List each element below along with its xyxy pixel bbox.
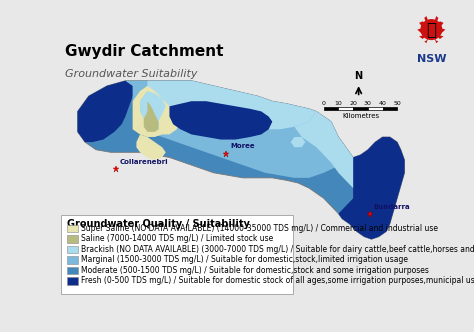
Polygon shape bbox=[431, 28, 446, 33]
Polygon shape bbox=[424, 16, 431, 30]
Bar bbox=[353, 107, 368, 110]
Text: 30: 30 bbox=[364, 101, 372, 106]
Text: Collarenebri: Collarenebri bbox=[120, 159, 168, 165]
Text: 0: 0 bbox=[322, 101, 326, 106]
Polygon shape bbox=[338, 137, 405, 239]
Polygon shape bbox=[417, 28, 431, 33]
Text: 20: 20 bbox=[349, 101, 357, 106]
Polygon shape bbox=[431, 30, 438, 43]
Text: Groundwater Quality / Suitability: Groundwater Quality / Suitability bbox=[67, 219, 250, 229]
Polygon shape bbox=[419, 30, 431, 39]
Text: Fresh (0-500 TDS mg/L) / Suitable for domestic stock of all ages,some irrigation: Fresh (0-500 TDS mg/L) / Suitable for do… bbox=[82, 276, 474, 285]
Text: 40: 40 bbox=[379, 101, 386, 106]
Polygon shape bbox=[431, 30, 444, 39]
Bar bbox=[67, 256, 78, 264]
Text: 🌸: 🌸 bbox=[426, 21, 437, 39]
Bar bbox=[67, 246, 78, 253]
Polygon shape bbox=[78, 81, 405, 239]
Polygon shape bbox=[294, 112, 353, 188]
Text: Saline (7000-14000 TDS mg/L) / Limited stock use: Saline (7000-14000 TDS mg/L) / Limited s… bbox=[82, 234, 273, 243]
Text: 10: 10 bbox=[335, 101, 342, 106]
Polygon shape bbox=[144, 101, 158, 132]
Bar bbox=[67, 267, 78, 274]
Polygon shape bbox=[140, 81, 316, 129]
Text: Gwydir Catchment: Gwydir Catchment bbox=[65, 44, 223, 59]
Text: Super Saline (NO DATA AVAILABLE) (14000-35000 TDS mg/L) / Commercial and industr: Super Saline (NO DATA AVAILABLE) (14000-… bbox=[82, 224, 438, 233]
FancyBboxPatch shape bbox=[61, 215, 292, 294]
Polygon shape bbox=[169, 101, 272, 139]
Polygon shape bbox=[78, 81, 133, 142]
Text: Bundarra: Bundarra bbox=[374, 204, 410, 209]
Text: Moree: Moree bbox=[230, 143, 255, 149]
Text: NSW: NSW bbox=[417, 54, 446, 64]
Text: Moderate (500-1500 TDS mg/L) / Suitable for domestic,stock and some irrigation p: Moderate (500-1500 TDS mg/L) / Suitable … bbox=[82, 266, 429, 275]
Polygon shape bbox=[419, 21, 431, 30]
Bar bbox=[338, 107, 353, 110]
Bar bbox=[67, 235, 78, 243]
Text: Brackish (NO DATA AVAILABLE) (3000-7000 TDS mg/L) / Suitable for dairy cattle,be: Brackish (NO DATA AVAILABLE) (3000-7000 … bbox=[82, 245, 474, 254]
Polygon shape bbox=[424, 30, 431, 43]
Bar bbox=[368, 107, 383, 110]
Bar bbox=[324, 107, 338, 110]
Text: Kilometres: Kilometres bbox=[342, 113, 379, 119]
Bar bbox=[67, 225, 78, 232]
Bar bbox=[383, 107, 397, 110]
Polygon shape bbox=[431, 21, 444, 30]
Polygon shape bbox=[431, 16, 438, 30]
Polygon shape bbox=[125, 81, 353, 178]
Polygon shape bbox=[291, 137, 305, 147]
Circle shape bbox=[421, 20, 442, 40]
Bar bbox=[67, 277, 78, 285]
Text: Marginal (1500-3000 TDS mg/L) / Suitable for domestic,stock,limited irrigation u: Marginal (1500-3000 TDS mg/L) / Suitable… bbox=[82, 255, 408, 264]
Text: 50: 50 bbox=[393, 101, 401, 106]
Text: Groundwater Suitability: Groundwater Suitability bbox=[65, 69, 197, 79]
Polygon shape bbox=[133, 86, 181, 137]
Polygon shape bbox=[137, 134, 166, 160]
Text: N: N bbox=[355, 71, 363, 81]
